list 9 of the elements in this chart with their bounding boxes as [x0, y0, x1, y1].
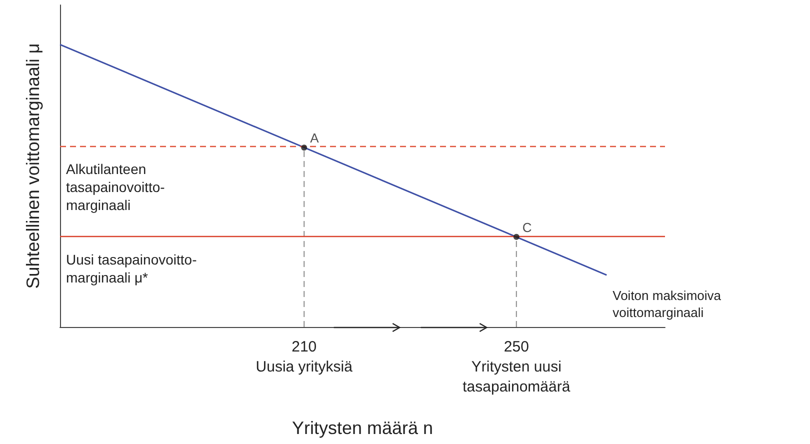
ref-line-label: Alkutilanteen tasapainovoitto- marginaali [66, 161, 166, 214]
ref-line-label: Uusi tasapainovoitto- marginaali μ* [66, 252, 198, 286]
y-axis-title: Suhteellinen voittomarginaali μ [23, 43, 43, 289]
annotation: C [522, 220, 532, 235]
series-label: Voiton maksimoiva voittomarginaali [612, 288, 722, 320]
annotation: A [310, 130, 320, 146]
x-tick-label: 250 Yritysten uusi tasapainomäärä [462, 338, 571, 396]
x-tick-label: 210 Uusia yrityksiä [256, 338, 354, 376]
x-axis-title: Yritysten määrä n [292, 418, 434, 438]
